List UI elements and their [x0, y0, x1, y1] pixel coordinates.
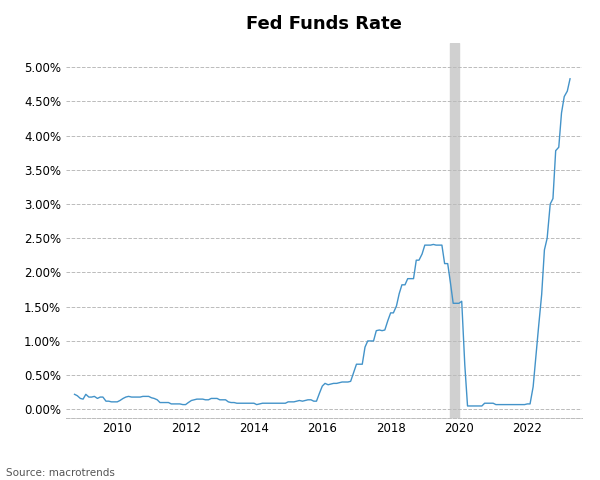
Title: Fed Funds Rate: Fed Funds Rate: [246, 15, 402, 33]
Text: Source: macrotrends: Source: macrotrends: [6, 468, 115, 478]
Bar: [451, 43, 459, 418]
